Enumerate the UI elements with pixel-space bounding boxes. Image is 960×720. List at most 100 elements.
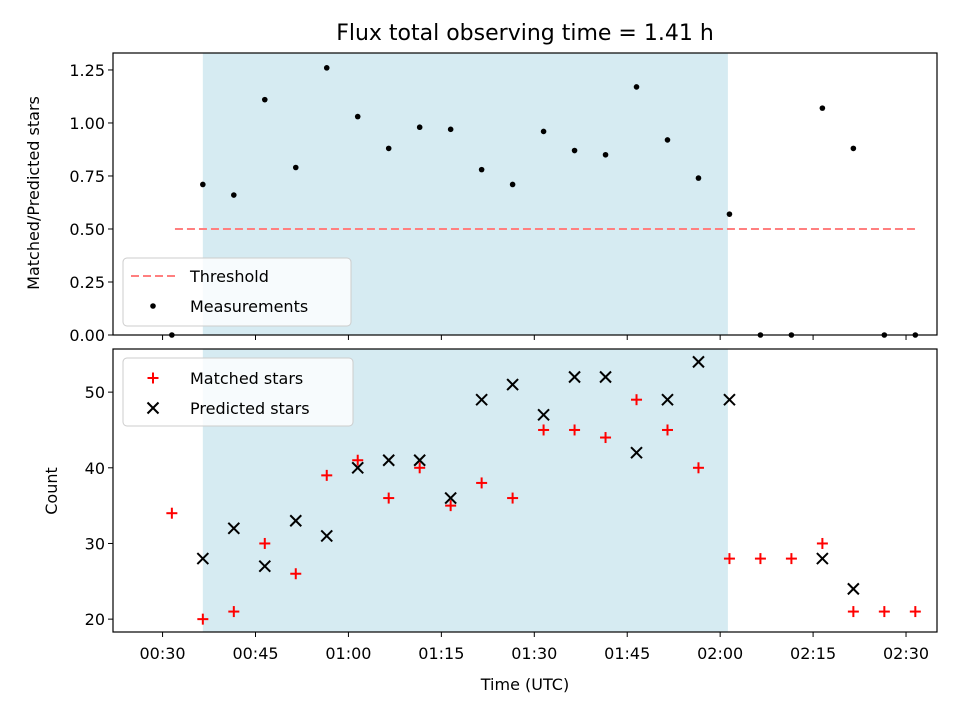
- predicted-star-point: [599, 370, 612, 384]
- bottom-x-tick-label: 01:30: [511, 644, 557, 663]
- bottom-frame: [112, 348, 938, 633]
- measurement-point: [695, 175, 702, 181]
- measurement-point: [292, 164, 299, 171]
- matched-star-point: [166, 507, 178, 519]
- predicted-star-point: [444, 491, 457, 505]
- legend-threshold-label: Threshold: [189, 267, 269, 286]
- matched-star-point: [383, 492, 395, 504]
- legend-predicted-label: Predicted stars: [190, 399, 310, 418]
- bottom-y-axis-label: Count: [42, 467, 61, 515]
- matched-star-point: [352, 454, 364, 466]
- matched-star-point: [476, 477, 488, 489]
- x-marker-b: [506, 378, 519, 391]
- matched-star-point: [197, 613, 209, 625]
- top-legend: Threshold Measurements: [122, 257, 352, 327]
- matched-star-point: [228, 606, 240, 618]
- bottom-x-tick-label: 02:00: [697, 644, 743, 663]
- bottom-y-tick-label: 30: [85, 534, 105, 553]
- measurement-point: [200, 181, 206, 188]
- predicted-star-point: [692, 355, 705, 369]
- x-marker-b: [537, 408, 550, 422]
- measurement-point: [261, 96, 268, 103]
- x-marker-b: [692, 355, 705, 369]
- measurement-point: [447, 126, 454, 133]
- measurement-point: [231, 192, 237, 198]
- measurement-point: [633, 84, 640, 90]
- predicted-star-point: [227, 522, 241, 535]
- predicted-star-point: [382, 454, 395, 467]
- predicted-star-point: [289, 514, 302, 527]
- matched-star-point: [414, 462, 426, 474]
- matched-star-point: [445, 500, 457, 512]
- x-marker-b: [599, 370, 612, 384]
- x-marker-b: [258, 559, 271, 573]
- predicted-star-point: [723, 393, 736, 406]
- top-y-tick-label: 1.25: [69, 61, 105, 80]
- matched-star-point: [259, 537, 271, 549]
- measurement-point: [726, 211, 733, 217]
- matched-star-point: [723, 553, 735, 565]
- x-axis-label: Time (UTC): [480, 675, 569, 694]
- bottom-legend: Matched stars Predicted stars: [122, 357, 354, 427]
- x-marker-b: [196, 552, 210, 565]
- measurement-point: [602, 151, 609, 158]
- bottom-x-tick-label: 01:00: [325, 644, 371, 663]
- measurement-point: [354, 113, 361, 120]
- x-marker-b: [816, 552, 829, 565]
- legend-matched-label: Matched stars: [190, 369, 303, 388]
- top-y-axis-label: Matched/Predicted stars: [24, 96, 43, 290]
- legend-measurements-swatch: [150, 303, 156, 309]
- measurement-point: [540, 128, 547, 135]
- bottom-x-tick-label: 01:15: [418, 644, 464, 663]
- predicted-star-point: [506, 378, 519, 391]
- top-y-tick-label: 0.50: [69, 220, 105, 239]
- predicted-star-point: [475, 393, 488, 406]
- x-marker-b: [146, 401, 160, 415]
- x-marker-b: [413, 454, 426, 467]
- matched-star-point: [785, 553, 797, 565]
- bottom-x-tick-label: 00:45: [232, 644, 278, 663]
- predicted-star-point: [630, 446, 643, 459]
- legend-matched-swatch: [147, 372, 159, 384]
- bottom-x-tick-label: 02:30: [883, 644, 929, 663]
- measurement-point: [478, 166, 485, 173]
- measurement-point: [385, 145, 392, 152]
- legend-predicted-swatch: [146, 401, 160, 415]
- matched-star-point: [290, 568, 302, 580]
- x-marker-b: [289, 514, 302, 527]
- predicted-star-point: [413, 454, 426, 467]
- x-marker-b: [351, 461, 364, 475]
- top-legend-box: [122, 257, 352, 327]
- predicted-star-point: [351, 461, 364, 475]
- predicted-star-point: [258, 559, 271, 573]
- x-marker-b: [475, 393, 488, 406]
- matched-star-point: [507, 492, 519, 504]
- x-marker-b: [320, 529, 333, 543]
- predicted-star-point: [568, 370, 581, 384]
- measurement-point: [323, 65, 330, 71]
- measurement-point: [571, 147, 578, 154]
- predicted-star-point: [816, 552, 829, 565]
- predicted-star-point: [320, 529, 333, 543]
- measurement-point: [850, 145, 857, 152]
- x-marker-b: [847, 582, 860, 596]
- bottom-legend-box: [122, 357, 354, 427]
- x-marker-b: [444, 491, 457, 505]
- matched-star-point: [600, 432, 612, 444]
- bottom-y-tick-label: 40: [85, 459, 105, 478]
- x-marker-b: [630, 446, 643, 459]
- predicted-star-point: [196, 552, 210, 565]
- bottom-x-tick-label: 00:30: [140, 644, 186, 663]
- x-marker-b: [568, 370, 581, 384]
- predicted-star-point: [537, 408, 550, 422]
- measurement-point: [416, 124, 423, 131]
- chart-title: Flux total observing time = 1.41 h: [336, 21, 714, 46]
- matched-star-point: [321, 469, 333, 481]
- matched-star-point: [754, 553, 766, 565]
- bottom-y-tick-label: 50: [85, 383, 105, 402]
- matched-star-point: [692, 462, 704, 474]
- bottom-panel: 20 30 40 50 00:30 00:45 01:00 01:15 01:30 01:45 02…: [85, 348, 938, 663]
- top-y-tick-label: 0.00: [69, 326, 105, 345]
- x-marker-b: [227, 522, 241, 535]
- top-y-tick-label: 0.75: [69, 167, 105, 186]
